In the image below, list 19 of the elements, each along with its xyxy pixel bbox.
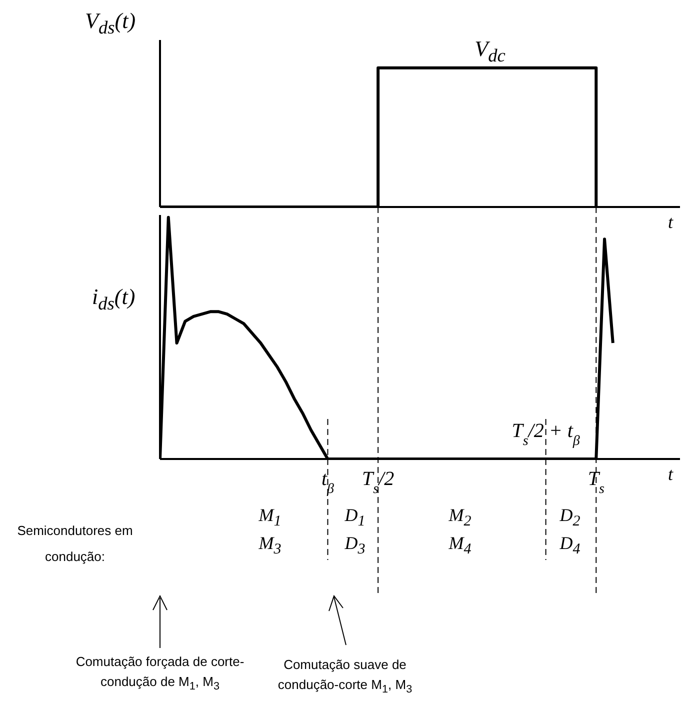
text: M$_{1}$ [258, 505, 282, 531]
y-axis-title: V$_{ds}$(t) [85, 8, 136, 38]
x-axis-title: t [668, 464, 674, 485]
text: D$_{1}$ [344, 505, 366, 531]
text: Semicondutores em condução: [16, 522, 134, 566]
text: V$_{dc}$ [474, 36, 506, 66]
text: Comutação suave de condução-corte M$_{1}$, M$_{3}$ [276, 656, 414, 698]
text: D$_{3}$ [344, 533, 366, 559]
text: D$_{4}$ [558, 533, 582, 559]
y-axis-title: i$_{ds}$(t) [92, 284, 136, 314]
text: M$_{4}$ [448, 533, 472, 559]
text: Comutação forçada de corte-condução de M$_{1}$, M$_{3}$ [74, 653, 246, 695]
text: M$_{3}$ [258, 533, 282, 559]
x-tick-label: T$_{s}$ [588, 468, 605, 496]
x-axis-title: t [668, 212, 674, 233]
x-tick-label: T$_{s}$/2 + t$_{β}$ [512, 420, 580, 448]
text: D$_{2}$ [558, 505, 582, 531]
x-tick-label: T$_{s}$/2 [362, 468, 394, 496]
text: M$_{2}$ [448, 505, 472, 531]
